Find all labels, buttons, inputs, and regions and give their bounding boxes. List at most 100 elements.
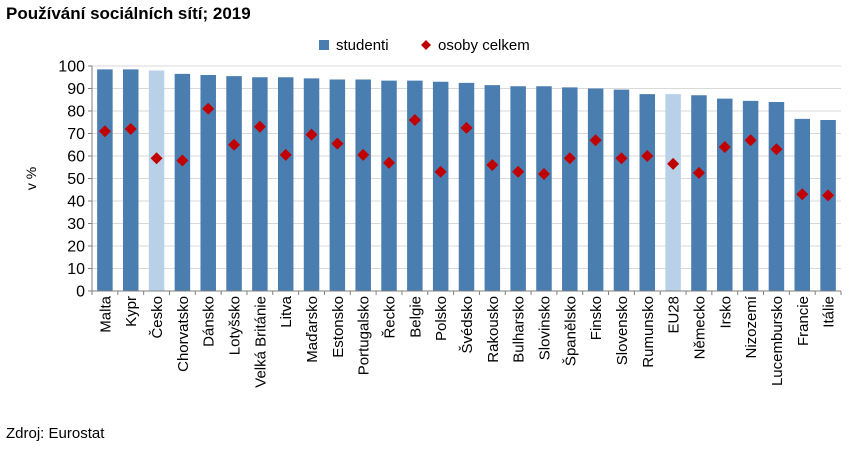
bar-Francie [794,118,811,291]
x-tick-label: Chorvatsko [175,296,192,372]
point-Portugalsko [357,148,370,161]
point-Finsko [589,134,602,147]
bar-Švédsko [458,82,475,291]
point-Francie [796,188,809,201]
x-tick-label: EU28 [666,296,683,334]
point-Německo [692,166,705,179]
x-tick-label: Irsko [717,296,734,329]
bar-Velká Británie [252,77,268,291]
source-note: Zdroj: Eurostat [6,425,105,442]
point-Litva [279,148,292,161]
y-tick-label: 40 [67,194,85,211]
y-tick-label: 80 [67,104,85,121]
bar-Maďarsko [303,78,320,291]
point-Lotyšsko [228,138,241,151]
x-tick-label: Belgie [407,296,424,338]
bar-Portugalsko [355,79,371,291]
y-tick-label: 30 [67,216,85,233]
x-tick-label: Polsko [433,296,450,341]
legend: studenti osoby celkem [319,37,530,54]
y-axis: 0 10 20 30 40 50 60 70 80 90 100 v % [23,59,93,301]
x-tick-label: Itálie [821,296,838,328]
x-tick-label: Francie [795,296,812,346]
point-Estonsko [331,137,344,150]
point-Řecko [383,156,396,169]
bar-Kypr [122,69,139,291]
x-tick-label: Dánsko [201,296,218,347]
point-Belgie [408,114,421,126]
x-tick-label: Německo [691,296,708,359]
legend-label-osoby-celkem: osoby celkem [438,37,530,54]
y-tick-label: 0 [76,284,85,301]
x-tick-label: Litva [278,295,295,327]
x-tick-label: Nizozemí [743,295,760,358]
x-tick-label: Řecko [382,296,399,339]
y-tick-label: 10 [67,261,85,278]
x-tick-label: Slovinsko [536,296,553,360]
bar-Rumunsko [639,94,656,291]
point-Bulharsko [512,165,525,178]
bar-Slovinsko [536,86,552,291]
x-tick-label: Kypr [123,296,140,327]
y-tick-label: 70 [67,126,85,143]
bar-series [97,69,836,291]
y-tick-label: 90 [67,81,85,98]
bar-Bulharsko [510,86,526,291]
bar-Německo [691,95,707,291]
bar-Česko [148,70,165,291]
bar-Španělsko [562,87,578,291]
legend-swatch-studenti [319,40,329,50]
x-tick-label: Slovensko [614,296,631,365]
point-Nizozemí [744,134,757,147]
x-tick-label: Velká Británie [252,296,269,388]
x-tick-label: Rumunsko [640,296,657,368]
point-Malta [98,125,111,138]
y-tick-label: 60 [67,149,85,166]
bar-Lotyšsko [226,76,242,291]
bar-Belgie [407,80,423,291]
x-tick-label: Estonsko [330,296,347,358]
point-Rakousko [486,159,499,171]
bar-Nizozemí [742,100,759,291]
bar-EU28 [665,94,681,291]
chart-title: Používání sociálních sítí; 2019 [6,4,251,23]
point-Švédsko [460,121,473,134]
y-axis-label: v % [23,167,39,190]
point-series [98,102,835,202]
x-tick-label: Rakousko [485,296,502,363]
point-Maďarsko [305,128,318,141]
point-Lucembursko [770,143,783,156]
legend-swatch-osoby-celkem [421,40,431,50]
point-Slovinsko [537,168,550,180]
point-Česko [150,152,163,165]
x-tick-label: Malta [97,295,114,332]
bar-Rakousko [484,85,501,291]
point-Irsko [718,141,731,153]
bar-Chorvatsko [174,73,191,291]
point-Rumunsko [641,150,654,162]
legend-label-studenti: studenti [336,37,389,54]
x-axis: Malta Kypr Česko Chorvatsko Dánsko Lotyšsko Ve… [91,290,842,388]
y-tick-label: 50 [67,171,85,188]
bar-Malta [97,69,113,291]
y-tick-label: 20 [67,239,85,256]
bar-Itálie [820,120,836,291]
bar-Dánsko [200,75,216,291]
point-Dánsko [202,102,215,115]
bar-Polsko [432,81,449,291]
point-Španělsko [563,152,576,165]
bar-Finsko [587,88,604,291]
point-Kypr [124,123,137,135]
x-tick-label: Portugalsko [356,296,373,375]
bar-Estonsko [329,79,346,291]
bar-Slovensko [613,89,630,291]
point-Itálie [822,189,835,202]
point-Polsko [434,165,447,178]
bar-Lucembursko [768,102,785,291]
x-tick-label: Česko [149,296,166,339]
point-Slovensko [615,152,628,165]
point-EU28 [667,157,680,170]
point-Velká Británie [253,120,266,133]
bar-Řecko [381,80,397,291]
